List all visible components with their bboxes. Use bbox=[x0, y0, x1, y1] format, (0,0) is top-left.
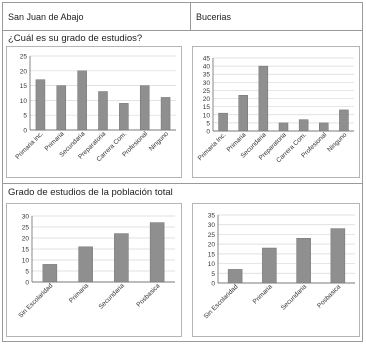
bar bbox=[262, 247, 277, 284]
y-tick-label: 5 bbox=[25, 269, 29, 276]
section-divider bbox=[2, 183, 363, 184]
y-tick-label: 20 bbox=[203, 96, 211, 103]
x-tick-label: Sin Escolaridad bbox=[203, 283, 240, 320]
y-tick-label: 0 bbox=[25, 280, 29, 287]
bar bbox=[238, 95, 248, 132]
bar bbox=[77, 70, 87, 131]
y-tick-label: 20 bbox=[208, 242, 216, 249]
y-tick-label: 25 bbox=[22, 225, 30, 232]
x-tick-label: Primaria bbox=[68, 282, 90, 304]
bar bbox=[319, 122, 329, 132]
bar bbox=[56, 85, 67, 131]
y-tick-label: 0 bbox=[211, 281, 215, 288]
x-tick-label: Sin Escolaridad bbox=[17, 282, 54, 319]
y-tick-label: 40 bbox=[203, 64, 211, 71]
x-tick-label: Primaria Inc. bbox=[197, 131, 228, 162]
chart-panel-bucerias-estudios bbox=[192, 46, 360, 178]
bar bbox=[258, 65, 269, 132]
y-tick-label: 10 bbox=[203, 112, 211, 119]
y-tick-label: 25 bbox=[20, 54, 28, 61]
section-title-grado-estudios: ¿Cuál es su grado de estudios? bbox=[8, 33, 143, 44]
y-tick-label: 15 bbox=[208, 251, 216, 258]
y-tick-label: 15 bbox=[203, 104, 211, 111]
bar bbox=[296, 238, 311, 284]
y-tick-label: 10 bbox=[20, 98, 28, 105]
bar bbox=[42, 264, 58, 283]
bar bbox=[330, 228, 346, 284]
bar bbox=[98, 91, 108, 131]
bar bbox=[227, 269, 243, 284]
bar bbox=[218, 112, 228, 132]
bar bbox=[35, 79, 46, 131]
y-tick-label: 30 bbox=[22, 214, 30, 221]
bar bbox=[298, 119, 309, 132]
y-tick-label: 0 bbox=[206, 129, 210, 136]
header-column-divider bbox=[190, 2, 191, 30]
bar bbox=[278, 122, 289, 132]
y-tick-label: 5 bbox=[206, 120, 210, 127]
bar bbox=[149, 222, 165, 283]
y-tick-label: 25 bbox=[208, 232, 216, 239]
y-tick-label: 10 bbox=[208, 261, 216, 268]
table-frame bbox=[2, 2, 363, 342]
header-san-juan: San Juan de Abajo bbox=[8, 12, 84, 22]
bar bbox=[339, 109, 349, 132]
bar bbox=[114, 233, 129, 283]
bar bbox=[119, 103, 129, 131]
header-divider bbox=[2, 30, 363, 31]
y-tick-label: 0 bbox=[23, 128, 27, 135]
x-tick-label: Secundaria bbox=[98, 282, 126, 310]
x-tick-label: Posbasica bbox=[316, 283, 342, 309]
y-tick-label: 30 bbox=[208, 222, 216, 229]
y-tick-label: 10 bbox=[22, 258, 30, 265]
y-tick-label: 45 bbox=[203, 56, 211, 63]
y-tick-label: 35 bbox=[208, 213, 216, 220]
x-tick-label: Primaria inc. bbox=[14, 130, 45, 161]
header-bucerias: Bucerias bbox=[196, 12, 232, 22]
y-tick-label: 20 bbox=[22, 236, 30, 243]
bar bbox=[160, 97, 171, 131]
x-tick-label: Posbasica bbox=[135, 282, 161, 308]
y-tick-label: 15 bbox=[22, 247, 30, 254]
x-tick-label: Ninguno bbox=[148, 130, 170, 152]
y-tick-label: 5 bbox=[211, 271, 215, 278]
bar bbox=[78, 246, 93, 283]
bar bbox=[139, 85, 150, 131]
y-tick-label: 20 bbox=[20, 68, 28, 75]
y-tick-label: 5 bbox=[23, 113, 27, 120]
section-title-poblacion-total: Grado de estudios de la población total bbox=[8, 187, 173, 198]
y-tick-label: 30 bbox=[203, 80, 211, 87]
x-tick-label: Secundaria bbox=[280, 283, 308, 311]
y-tick-label: 25 bbox=[203, 88, 211, 95]
x-tick-label: Ninguno bbox=[326, 131, 348, 153]
chart-panel-san-juan-estudios bbox=[6, 46, 182, 178]
x-tick-label: Primaria bbox=[252, 283, 274, 305]
y-tick-label: 15 bbox=[20, 83, 28, 90]
y-tick-label: 35 bbox=[203, 72, 211, 79]
